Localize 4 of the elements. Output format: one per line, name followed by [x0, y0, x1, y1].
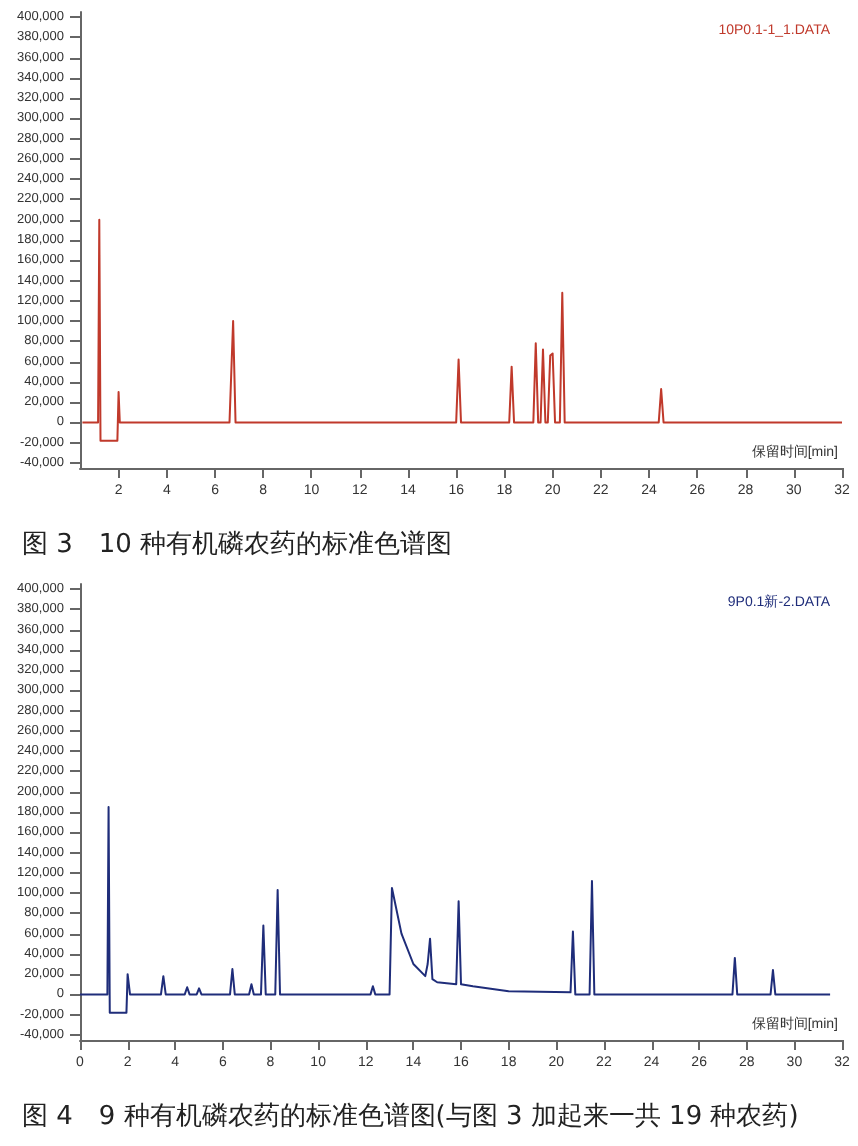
line-series	[81, 218, 843, 442]
text: 图 3 10 种有机磷农药的标准色谱图	[22, 530, 453, 560]
text: 图 4 9 种有机磷农药的标准色谱图(与图 3 加起来一共 19 种农药)	[22, 1102, 799, 1132]
line-series	[79, 805, 832, 1014]
